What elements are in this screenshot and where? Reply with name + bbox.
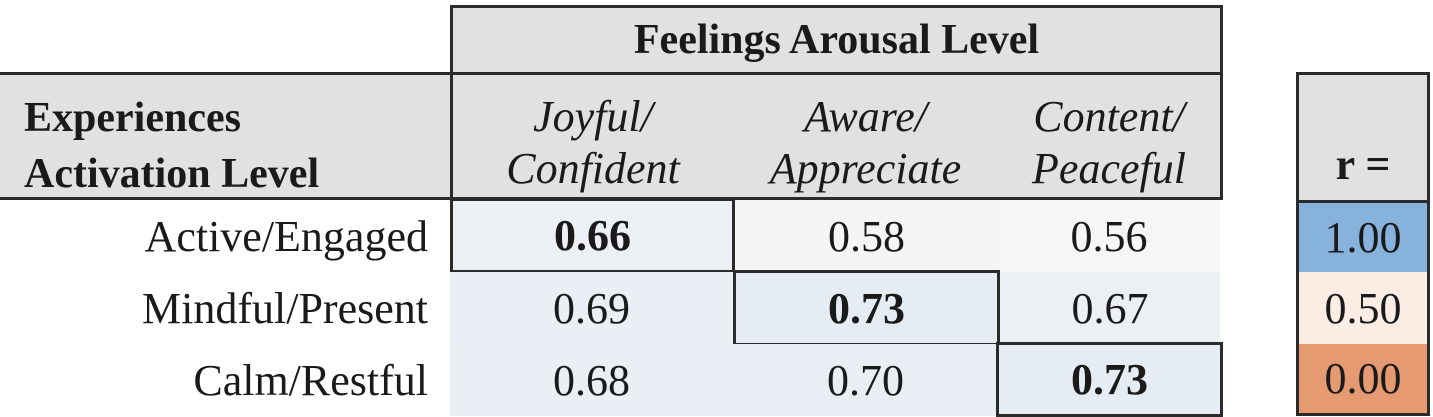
cell-value: 0.73 [1071,355,1148,404]
legend-label: 0.00 [1324,354,1402,403]
cell-value: 0.56 [1070,211,1148,261]
column-header-line1: Content/ [1033,92,1185,141]
legend-label: 0.50 [1324,283,1402,333]
column-header-line1: Joyful/ [533,92,653,141]
row-label-text: Mindful/Present [142,283,428,333]
heatmap-cell-r1-c3: 0.56 [998,200,1220,272]
column-header-content: Content/ Peaceful [998,90,1220,196]
cell-value: 0.73 [828,283,905,333]
column-header-line2: Peaceful [1032,144,1186,193]
cell-value: 0.67 [1071,283,1149,333]
legend-title-text: r = [1335,139,1391,189]
heatmap-cell-r1-c1: 0.66 [450,198,735,273]
row-label-text: Active/Engaged [144,211,428,261]
chart-title-text: Feelings Arousal Level [633,17,1040,63]
cell-value: 0.66 [554,211,631,260]
corner-label: Experiences Activation Level [24,90,444,202]
column-separator [450,72,453,200]
column-header-line2: Confident [506,144,680,193]
cell-value: 0.68 [553,355,630,405]
column-header-line2: Appreciate [769,144,962,193]
legend-swatch-mid: 0.50 [1299,272,1427,344]
heatmap-cell-r3-c3: 0.73 [996,342,1223,417]
row-label-mindful: Mindful/Present [0,272,450,344]
cell-value: 0.70 [827,355,904,405]
heatmap-cell-r3-c1: 0.68 [450,344,733,416]
heatmap-cell-r2-c2: 0.73 [733,270,1000,346]
heatmap-cell-r2-c3: 0.67 [1000,272,1220,344]
row-label-text: Calm/Restful [193,355,428,405]
heatmap-cell-r2-c1: 0.69 [450,272,733,344]
row-label-calm: Calm/Restful [0,344,450,416]
legend-swatch-high: 1.00 [1299,200,1427,272]
row-label-active: Active/Engaged [0,200,450,272]
legend-label: 1.00 [1324,213,1402,262]
corner-label-line1: Experiences [24,95,241,141]
column-header-joyful: Joyful/ Confident [453,90,733,196]
chart-title: Feelings Arousal Level [450,5,1223,75]
legend-swatch-low: 0.00 [1299,344,1427,413]
column-separator-right [1220,72,1223,200]
column-header-aware: Aware/ Appreciate [733,90,998,196]
heatmap-cell-r1-c2: 0.58 [735,200,998,272]
header-band [0,72,1223,200]
legend-title: r = [1299,128,1427,200]
cell-value: 0.58 [828,211,905,261]
heatmap-cell-r3-c2: 0.70 [733,344,998,416]
corner-label-line2: Activation Level [24,151,320,197]
column-header-line1: Aware/ [803,92,928,141]
cell-value: 0.69 [553,283,630,333]
